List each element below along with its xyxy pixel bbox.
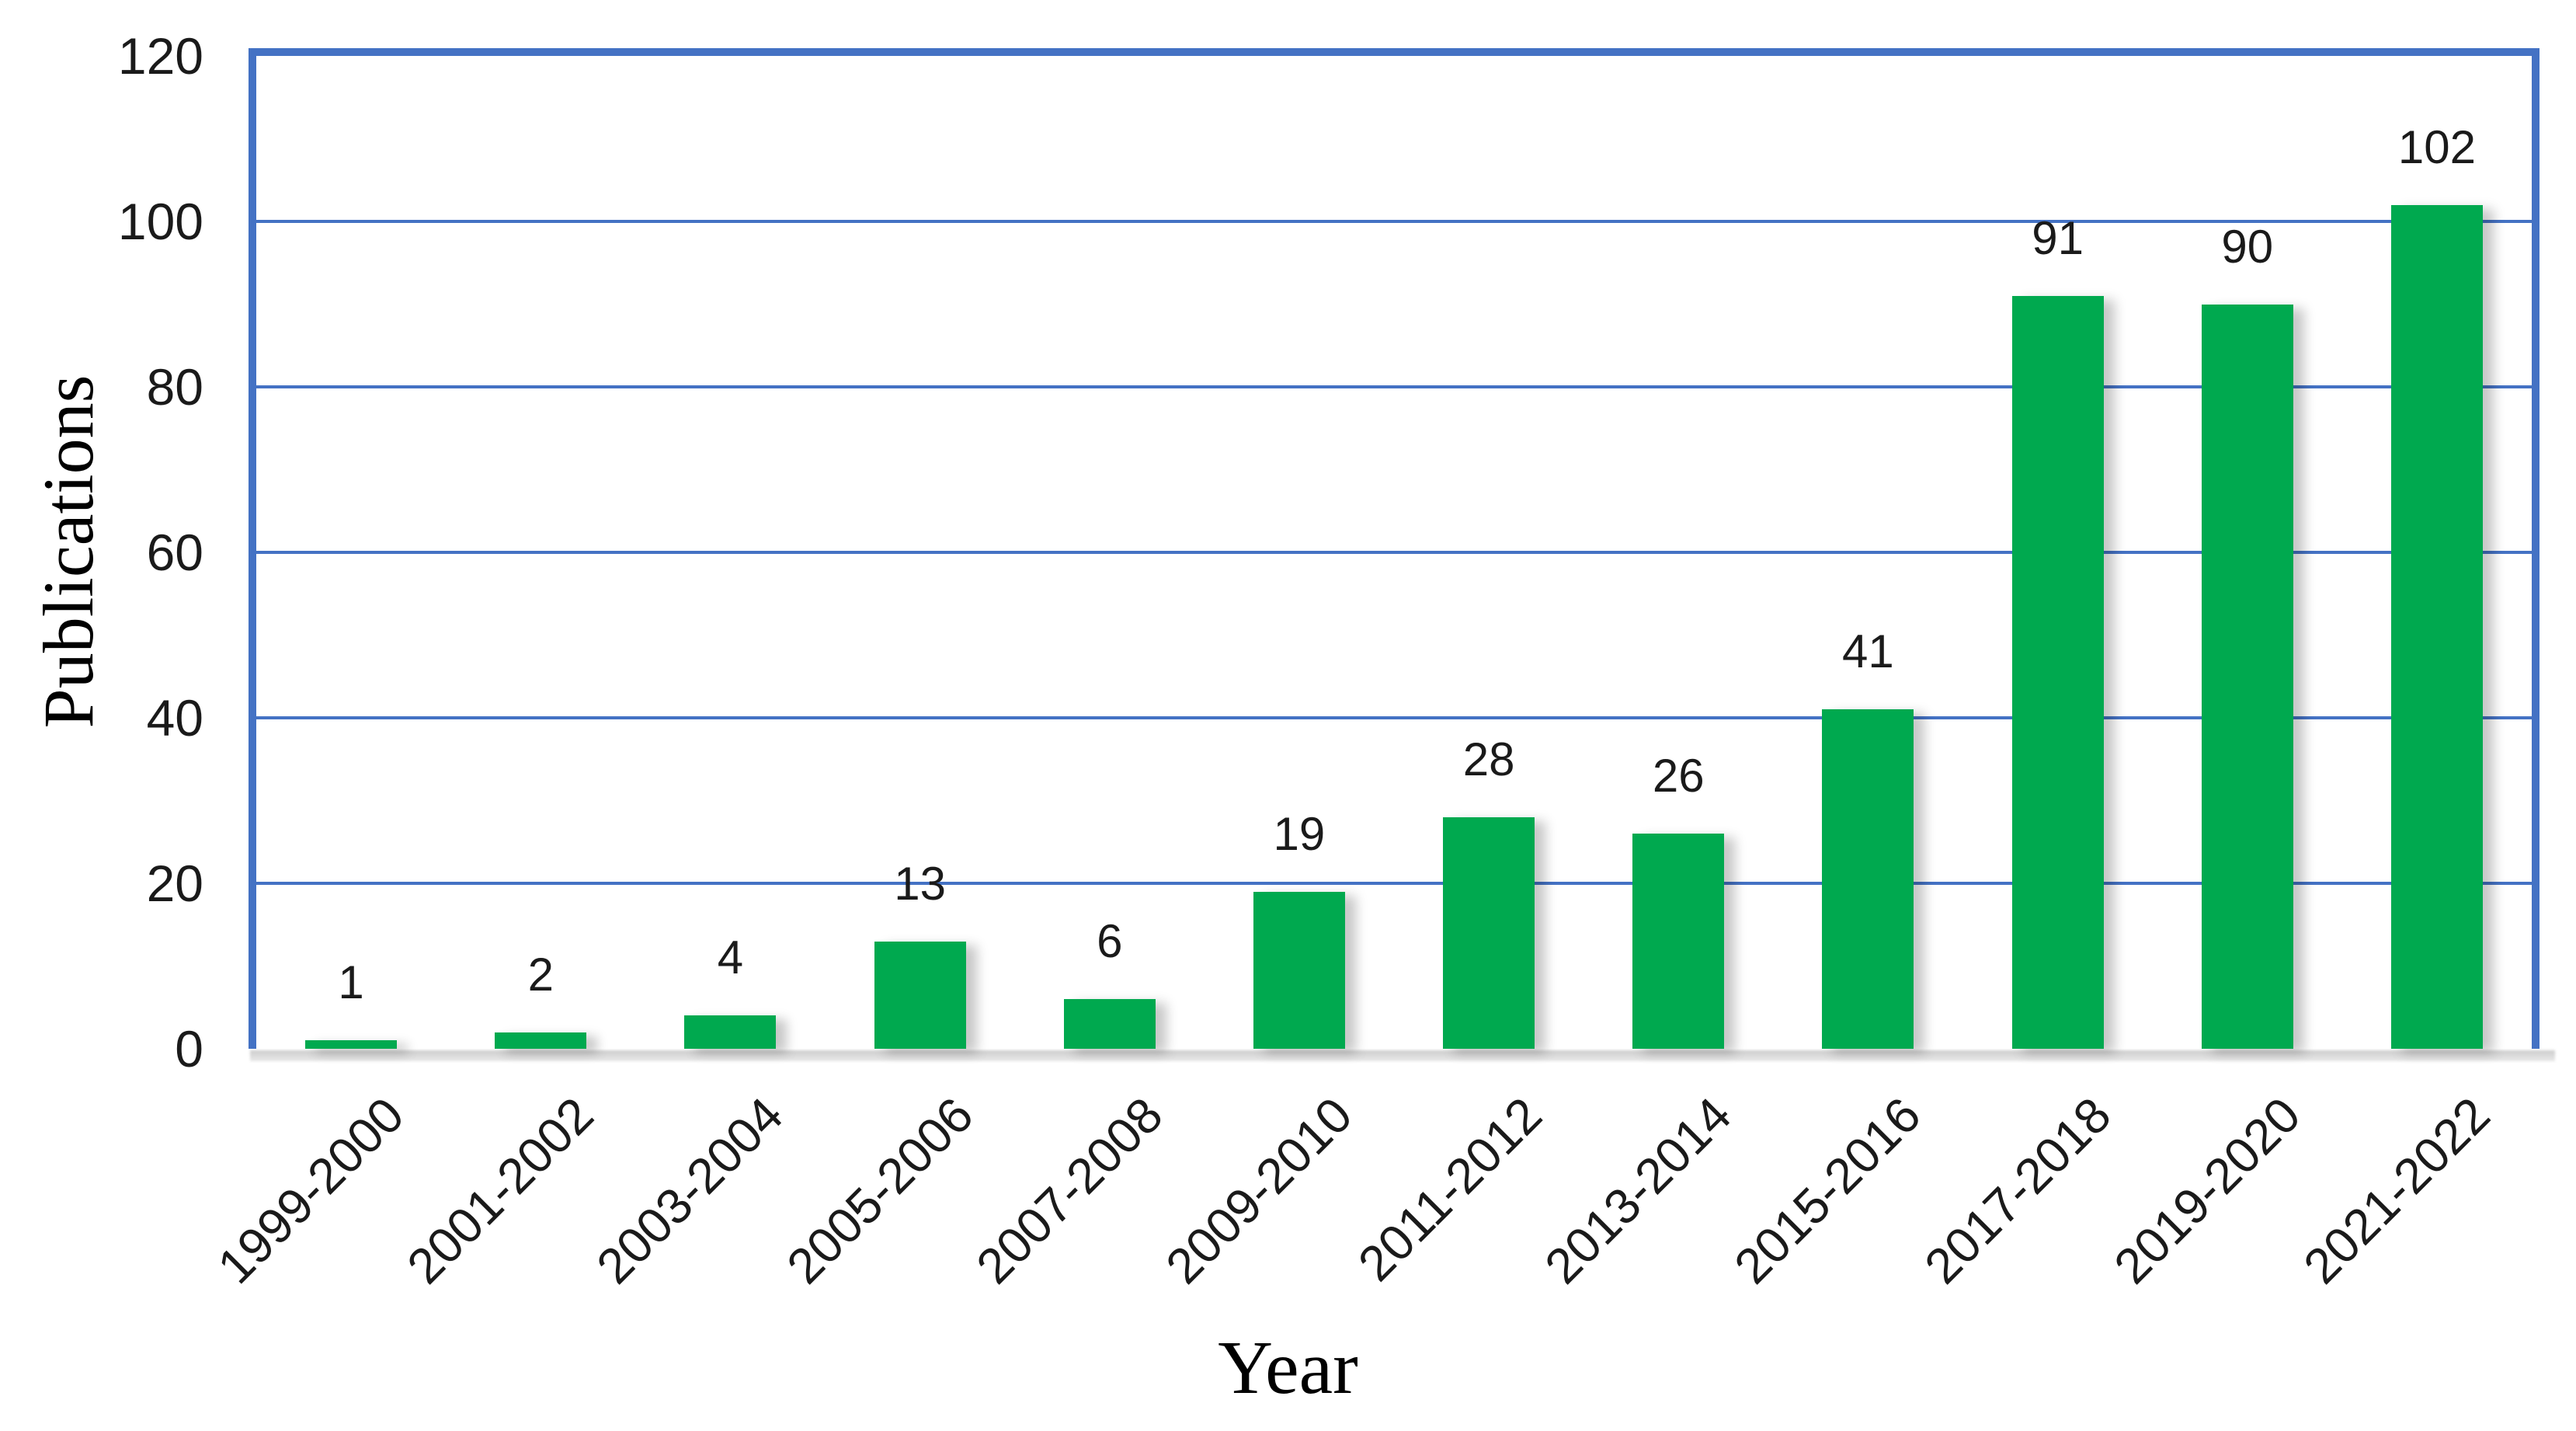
bar-2019-2020 <box>2201 304 2293 1049</box>
x-axis-tick-label: 2009-2010 <box>1155 1086 1363 1295</box>
x-axis-tick-label: 2017-2018 <box>1913 1086 2122 1295</box>
bar-2009-2010 <box>1253 891 1345 1049</box>
bar-2013-2014 <box>1632 834 1725 1049</box>
x-axis-title: Year <box>1218 1326 1358 1410</box>
gridline-80 <box>256 385 2532 388</box>
y-axis-tick-label: 80 <box>146 358 203 416</box>
x-axis-tick-label: 2007-2008 <box>965 1086 1173 1295</box>
x-axis-tick-label: 2015-2016 <box>1723 1086 1932 1295</box>
bar-2015-2016 <box>1822 709 1914 1049</box>
y-axis-tick-label: 120 <box>117 27 203 85</box>
bar-value-label: 26 <box>1652 750 1705 803</box>
y-axis-tick-label: 100 <box>117 193 203 250</box>
x-axis-tick-label: 2003-2004 <box>586 1086 794 1295</box>
y-axis-tick-label: 0 <box>175 1020 203 1078</box>
plot-area: 1 2 4 13 6 19 28 26 41 91 90 102 <box>249 48 2539 1049</box>
y-axis-tick-label: 40 <box>146 689 203 747</box>
bar-value-label: 41 <box>1842 625 1894 678</box>
bar-2011-2012 <box>1443 816 1535 1049</box>
bar-value-label: 2 <box>527 948 554 1001</box>
bar-2001-2002 <box>495 1032 587 1049</box>
bar-value-label: 19 <box>1273 807 1326 860</box>
x-axis-tick-label: 1999-2000 <box>207 1086 415 1295</box>
bar-value-label: 13 <box>894 857 946 910</box>
x-axis-tick-label: 2001-2002 <box>396 1086 604 1295</box>
x-axis-tick-label: 2005-2006 <box>775 1086 984 1295</box>
bar-value-label: 102 <box>2397 120 2476 173</box>
gridline-60 <box>256 551 2532 554</box>
x-axis-tick-label: 2011-2012 <box>1347 1086 1552 1292</box>
gridline-20 <box>256 882 2532 885</box>
bar-value-label: 28 <box>1462 733 1515 785</box>
bar-value-label: 4 <box>717 931 744 984</box>
bar-value-label: 90 <box>2221 220 2274 273</box>
bar-2021-2022 <box>2390 204 2483 1049</box>
bar-value-label: 1 <box>338 956 364 1009</box>
bar-2007-2008 <box>1063 999 1156 1049</box>
x-axis-shadow-line <box>250 1050 2555 1061</box>
bar-2005-2006 <box>874 941 966 1049</box>
bar-1999-2000 <box>305 1040 398 1049</box>
x-axis-tick-label: 2013-2014 <box>1534 1086 1742 1295</box>
x-axis-tick-label: 2019-2020 <box>2103 1086 2311 1295</box>
bar-value-label: 6 <box>1097 915 1123 968</box>
bar-value-label: 91 <box>2032 211 2084 264</box>
gridline-100 <box>256 220 2532 223</box>
x-axis-tick-label: 2021-2022 <box>2293 1086 2501 1295</box>
bar-2003-2004 <box>684 1015 777 1049</box>
y-axis-tick-label: 20 <box>146 855 203 912</box>
gridline-40 <box>256 716 2532 719</box>
bar-2017-2018 <box>2011 295 2104 1049</box>
y-axis-tick-label: 60 <box>146 524 203 581</box>
